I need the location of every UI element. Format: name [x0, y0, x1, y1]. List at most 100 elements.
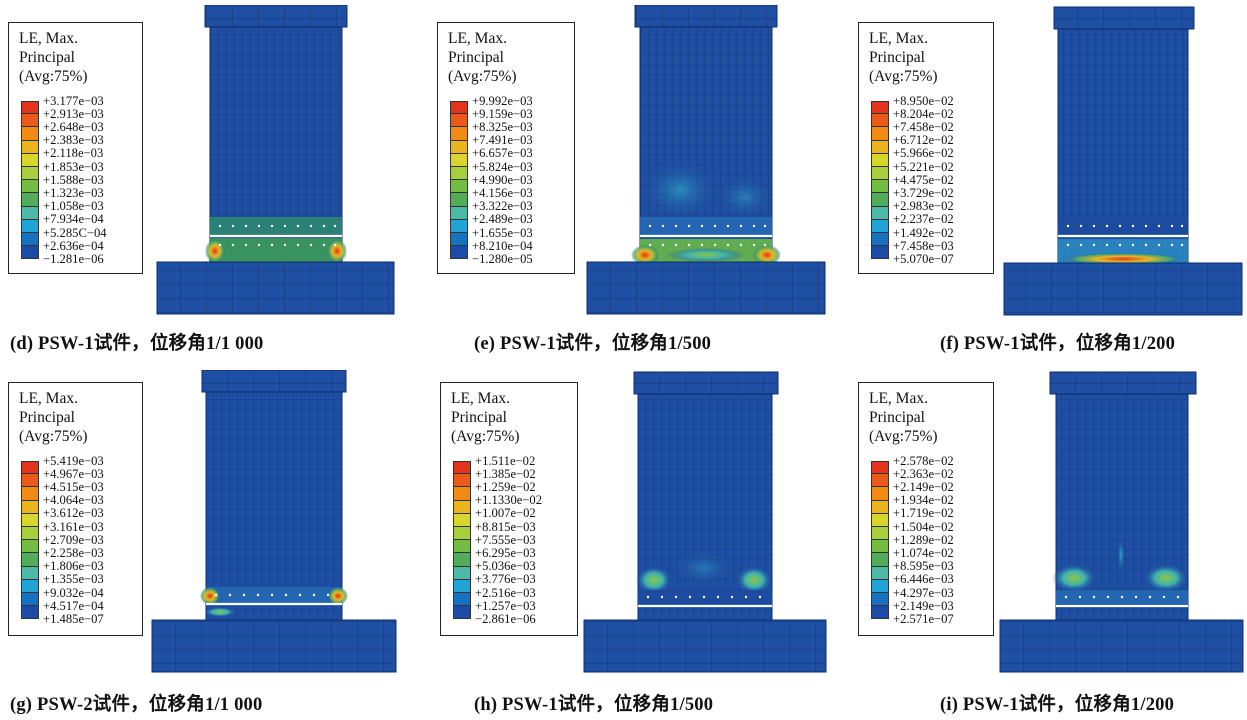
- legend-value: +9.992e−03: [472, 93, 533, 108]
- legend-swatch: [450, 206, 468, 220]
- legend-swatch: [21, 219, 39, 233]
- legend-swatch: [453, 553, 471, 567]
- legend-value: +6.446e−03: [893, 572, 954, 587]
- bolt-row: [218, 224, 337, 247]
- wall-panel: [205, 391, 343, 621]
- legend-swatch: [450, 127, 468, 141]
- caption-h: (h) PSW-1试件，位移角1/500: [474, 695, 714, 715]
- legend-swatch: [21, 606, 39, 620]
- legend-swatch: [21, 474, 39, 488]
- legend-swatch: [21, 246, 39, 260]
- legend-value: +1.257e−03: [475, 598, 536, 613]
- legend-value: +5.036e−03: [475, 559, 536, 574]
- legend-value: +8.210e−04: [472, 238, 533, 253]
- hotspot-right: [327, 239, 347, 263]
- legend-value: +9.032e−04: [43, 585, 104, 600]
- legend-swatch: [450, 233, 468, 247]
- legend-value: +6.657e−03: [472, 146, 533, 161]
- legend-swatch: [871, 540, 889, 554]
- foundation-beam: [999, 619, 1244, 673]
- legend-swatch: [21, 513, 39, 527]
- legend-swatch: [21, 101, 39, 115]
- legend-value: +8.950e−02: [893, 93, 954, 108]
- strain-zone-upper: [210, 217, 342, 235]
- legend-h: LE, Max. Principal (Avg:75%) +1.511e−02 +…: [440, 382, 578, 636]
- legend-value: +2.709e−03: [43, 532, 104, 547]
- strain-zone-upper: [640, 217, 772, 235]
- legend-swatch: [871, 593, 889, 607]
- legend-value: +2.383e−03: [43, 133, 104, 148]
- legend-swatch: [21, 127, 39, 141]
- strain-zone-upper: [1058, 218, 1188, 235]
- legend-swatch: [21, 206, 39, 220]
- caption-f: (f) PSW-1试件，位移角1/200: [940, 334, 1176, 354]
- legend-value: +1.259e−02: [475, 479, 536, 494]
- legend-swatch: [450, 114, 468, 128]
- strain-cloud: [642, 160, 718, 220]
- legend-value: +5.966e−02: [893, 146, 954, 161]
- legend-value: +5.285C−04: [43, 225, 107, 240]
- legend-value: +1.007e−02: [475, 506, 536, 521]
- legend-value: +1.385e−02: [475, 466, 536, 481]
- legend-value: +2.489e−03: [472, 212, 533, 227]
- legend-swatch: [871, 461, 889, 475]
- hotspot-left: [200, 587, 220, 605]
- fe-model-d: [156, 5, 395, 315]
- legend-value: +4.156e−03: [472, 185, 533, 200]
- legend-f: LE, Max. Principal (Avg:75%) +8.950e−02 +…: [858, 22, 994, 274]
- legend-value: +8.815e−03: [475, 519, 536, 534]
- legend-swatch: [21, 566, 39, 580]
- foundation-beam: [156, 261, 395, 315]
- legend-value: +4.297e−03: [893, 585, 954, 600]
- strain-cloud: [717, 175, 773, 219]
- bolt-row: [1066, 224, 1184, 247]
- hotspot-right: [328, 587, 348, 605]
- legend-value: +1.504e−02: [893, 519, 954, 534]
- legend-value: +1.806e−03: [43, 559, 104, 574]
- loading-beam: [633, 371, 779, 395]
- legend-swatch: [871, 153, 889, 167]
- legend-swatch: [21, 540, 39, 554]
- legend-swatch: [21, 140, 39, 154]
- legend-value: +1.323e−03: [43, 185, 104, 200]
- legend-value: +6.295e−03: [475, 545, 536, 560]
- bolt-row: [1064, 595, 1180, 599]
- legend-value: +2.237e−02: [893, 212, 954, 227]
- legend-swatch: [871, 219, 889, 233]
- legend-value: +5.070e−07: [893, 251, 954, 266]
- legend-value: +7.555e−03: [475, 532, 536, 547]
- legend-swatch: [450, 167, 468, 181]
- legend-value: −2.861e−06: [475, 611, 536, 626]
- legend-swatch: [453, 513, 471, 527]
- legend-swatch: [871, 579, 889, 593]
- legend-swatch: [453, 487, 471, 501]
- legend-value: +3.612e−03: [43, 506, 104, 521]
- legend-value: +9.159e−03: [472, 106, 533, 121]
- legend-swatch: [21, 527, 39, 541]
- bolt-row: [214, 593, 330, 597]
- legend-value: +1.655e−03: [472, 225, 533, 240]
- legend-swatch: [21, 553, 39, 567]
- legend-value: +2.983e−02: [893, 199, 954, 214]
- legend-value: +2.363e−02: [893, 466, 954, 481]
- legend-value: +4.515e−03: [43, 479, 104, 494]
- legend-value: +1.074e−02: [893, 545, 954, 560]
- legend-d: LE, Max. Principal (Avg:75%) +3.177e−03 +…: [8, 22, 143, 274]
- legend-swatch: [453, 606, 471, 620]
- legend-swatch: [21, 114, 39, 128]
- legend-value: −1.280e−05: [472, 251, 533, 266]
- legend-value: +1.511e−02: [475, 453, 536, 468]
- legend-swatch: [871, 233, 889, 247]
- legend-swatch: [871, 127, 889, 141]
- legend-value: +7.458e−03: [893, 238, 954, 253]
- legend-value: +2.149e−03: [893, 598, 954, 613]
- legend-swatch: [453, 527, 471, 541]
- strain-cloud: [204, 607, 236, 617]
- fe-model-e: [586, 5, 826, 315]
- legend-title: LE, Max. Principal (Avg:75%): [19, 390, 88, 445]
- legend-value: +3.322e−03: [472, 199, 533, 214]
- legend-swatch: [450, 219, 468, 233]
- legend-e: LE, Max. Principal (Avg:75%) +9.992e−03 +…: [437, 22, 575, 274]
- legend-swatch: [871, 193, 889, 207]
- legend-value: +1.058e−03: [43, 199, 104, 214]
